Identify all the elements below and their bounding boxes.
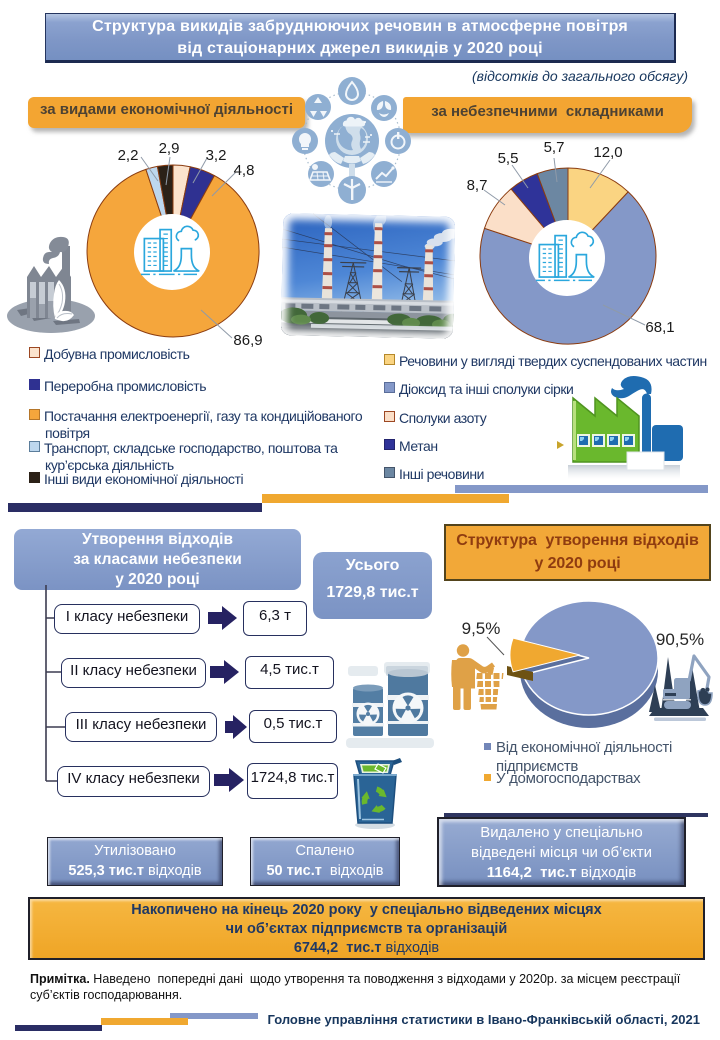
svg-text:2,9: 2,9	[159, 140, 180, 157]
svg-text:12,0: 12,0	[593, 144, 622, 161]
svg-text:8,7: 8,7	[467, 177, 488, 194]
svg-text:3,2: 3,2	[206, 147, 227, 164]
svg-text:68,1: 68,1	[645, 319, 674, 336]
svg-text:9,5%: 9,5%	[462, 619, 501, 638]
svg-text:86,9: 86,9	[233, 332, 262, 349]
svg-text:2,2: 2,2	[118, 147, 139, 164]
svg-text:5,5: 5,5	[498, 150, 519, 167]
svg-text:90,5%: 90,5%	[656, 630, 704, 649]
svg-text:5,7: 5,7	[544, 139, 565, 156]
svg-text:4,8: 4,8	[234, 162, 255, 179]
